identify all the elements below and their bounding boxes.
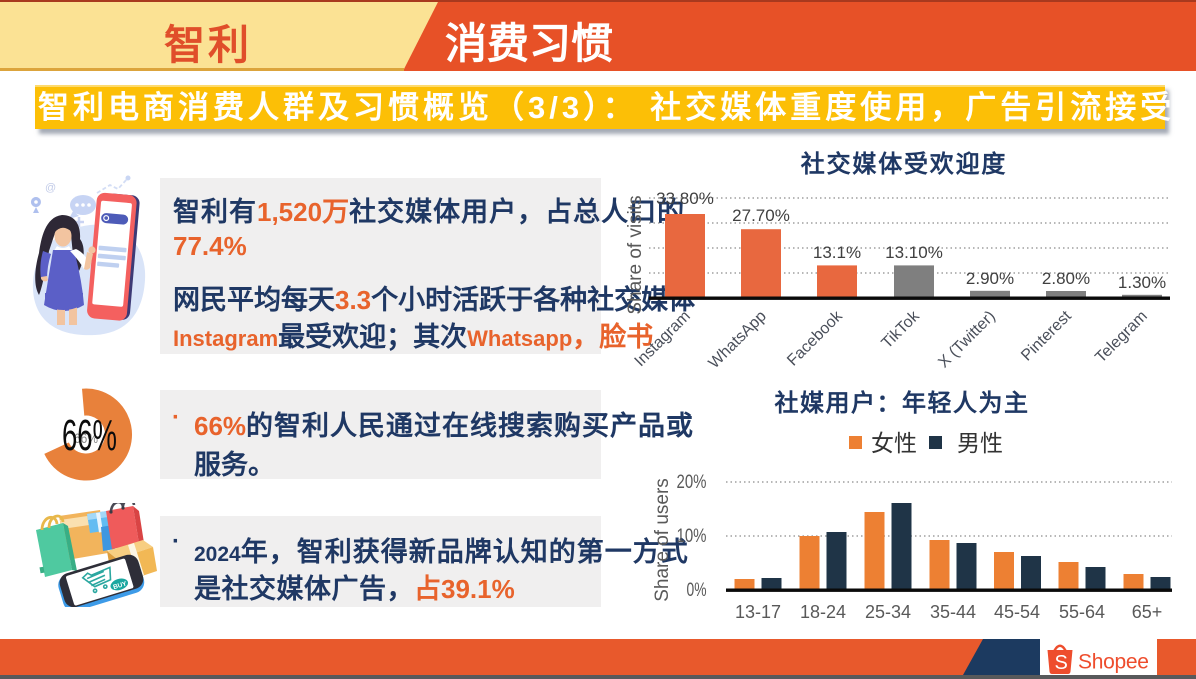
svg-text:BUY: BUY xyxy=(112,580,128,591)
svg-text:10%: 10% xyxy=(677,526,707,547)
svg-text:33.80%: 33.80% xyxy=(656,189,714,208)
svg-text:13-17: 13-17 xyxy=(735,602,781,622)
svg-text:2.80%: 2.80% xyxy=(1042,269,1090,288)
svg-text:45-54: 45-54 xyxy=(994,602,1040,622)
svg-text:66%: 66% xyxy=(74,430,98,446)
svg-text:20%: 20% xyxy=(677,472,707,493)
svg-text:2.90%: 2.90% xyxy=(966,269,1014,288)
svg-text:WhatsApp: WhatsApp xyxy=(706,308,770,372)
svg-text:65+: 65+ xyxy=(1132,602,1163,622)
svg-text:S: S xyxy=(1055,652,1068,674)
svg-text:Telegram: Telegram xyxy=(1092,308,1151,367)
svg-text:0%: 0% xyxy=(687,580,707,601)
svg-text:女性: 女性 xyxy=(871,430,917,456)
svg-text:Share of visits: Share of visits xyxy=(625,195,646,314)
svg-text:1.30%: 1.30% xyxy=(1118,273,1166,292)
svg-text:13.1%: 13.1% xyxy=(813,243,861,262)
svg-text:Instagram: Instagram xyxy=(632,308,694,370)
svg-text:66%: 66% xyxy=(62,411,117,460)
svg-text:Facebook: Facebook xyxy=(784,307,846,369)
svg-text:@: @ xyxy=(45,182,56,194)
svg-text:Share of users: Share of users xyxy=(652,478,673,602)
svg-text:X (Twitter): X (Twitter) xyxy=(935,308,999,372)
svg-text:男性: 男性 xyxy=(957,430,1003,456)
svg-text:社媒用户：年轻人为主: 社媒用户：年轻人为主 xyxy=(775,390,1030,417)
svg-text:TikTok: TikTok xyxy=(879,307,924,352)
svg-text:55-64: 55-64 xyxy=(1059,602,1105,622)
svg-text:25-34: 25-34 xyxy=(865,602,911,622)
svg-text:35-44: 35-44 xyxy=(930,602,976,622)
svg-text:Shopee: Shopee xyxy=(1078,651,1149,674)
svg-text:13.10%: 13.10% xyxy=(885,243,943,262)
svg-text:18-24: 18-24 xyxy=(800,602,846,622)
svg-text:社交媒体受欢迎度: 社交媒体受欢迎度 xyxy=(801,150,1007,178)
svg-text:Pinterest: Pinterest xyxy=(1018,307,1075,364)
svg-text:27.70%: 27.70% xyxy=(732,206,790,225)
